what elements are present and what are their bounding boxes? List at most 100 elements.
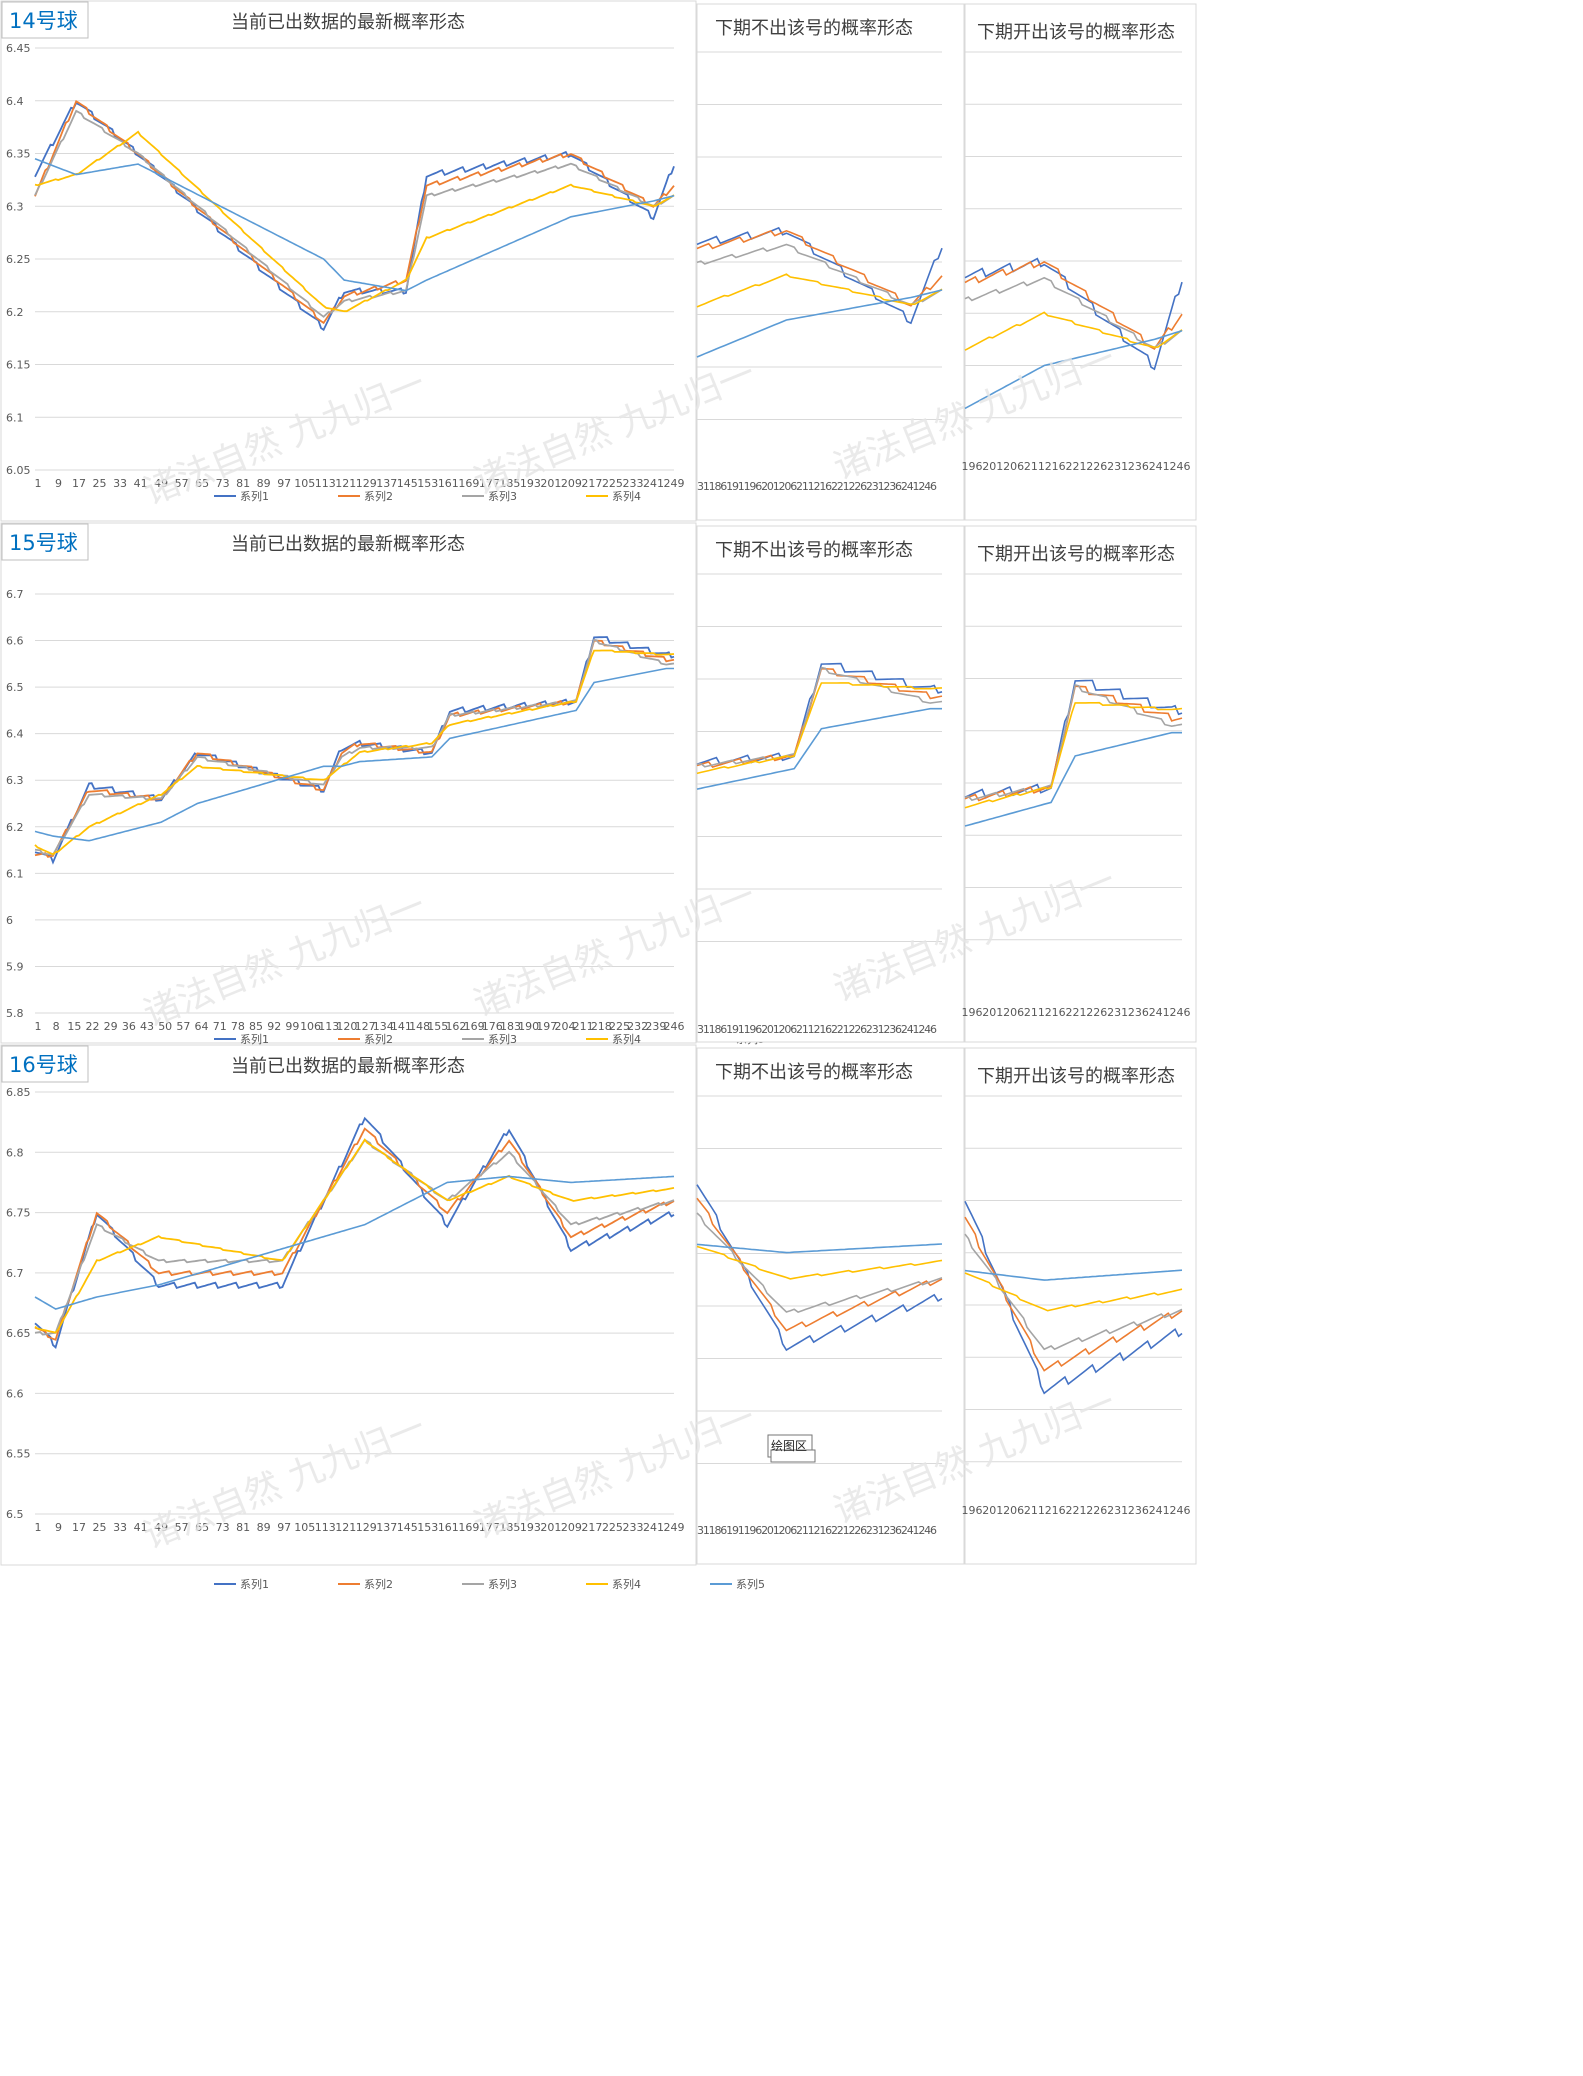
y-tick-label: 5.9: [6, 960, 24, 973]
x-tick-label: 193: [520, 1521, 541, 1534]
x-tick-label: 169: [464, 1020, 485, 1033]
chart-row-3: 16号球 当前已出数据的最新概率形态 6.85 6.8 6.75 6.7 6.65 6.6 6.…: [0, 1044, 1197, 1591]
mid-x-tick-labels: 3118619119620120621121622122623123624124…: [697, 1023, 937, 1036]
y-tick-label: 6.6: [6, 1387, 24, 1400]
right-x-tick-label: 226: [1086, 1504, 1107, 1517]
x-tick-label: 204: [554, 1020, 575, 1033]
x-tick-label: 85: [249, 1020, 263, 1033]
x-tick-label: 57: [175, 477, 189, 490]
right-x-tick-label: 216: [1045, 460, 1066, 473]
x-tick-label: 113: [315, 1521, 336, 1534]
right-x-tick-label: 196: [962, 1006, 983, 1019]
x-tick-label: 106: [300, 1020, 321, 1033]
mid-series-line-4: [696, 682, 943, 775]
mid-chart-title: 下期不出该号的概率形态: [715, 540, 913, 561]
y-tick-label: 6: [6, 914, 13, 927]
right-x-tick-label: 226: [1086, 460, 1107, 473]
legend-label-1: 系列1: [240, 1577, 269, 1591]
x-tick-label: 241: [643, 1521, 664, 1534]
x-tick-label: 176: [482, 1020, 503, 1033]
y-tick-label: 6.5: [6, 681, 24, 694]
x-tick-label: 33: [113, 477, 127, 490]
main-chart-frame: [0, 522, 697, 1044]
right-series-line-1: [964, 257, 1183, 371]
legend-label-1: 系列1: [240, 489, 269, 503]
x-tick-label: 64: [195, 1020, 209, 1033]
y-tick-label: 6.35: [6, 148, 31, 161]
x-tick-label: 65: [195, 1521, 209, 1534]
x-tick-label: 141: [391, 1020, 412, 1033]
x-tick-label: 50: [158, 1020, 172, 1033]
x-tick-label: 97: [277, 1521, 291, 1534]
right-x-tick-label: 231: [1107, 1504, 1128, 1517]
mid-series-line-5: [696, 1243, 943, 1254]
right-series-line-5: [964, 1269, 1183, 1281]
main-chart-frame: [0, 0, 697, 522]
x-tick-label: 121: [335, 477, 356, 490]
right-x-tick-label: 201: [982, 460, 1003, 473]
tooltip-shadow: [770, 1449, 816, 1463]
legend-label-3: 系列3: [488, 1032, 517, 1046]
x-tick-label: 78: [231, 1020, 245, 1033]
x-tick-label: 71: [213, 1020, 227, 1033]
x-tick-label: 209: [561, 477, 582, 490]
x-tick-label: 22: [86, 1020, 100, 1033]
mid-series-line-4: [696, 273, 943, 308]
y-tick-label: 6.85: [6, 1086, 31, 1099]
series-line-5: [34, 158, 675, 292]
right-series-line-5: [964, 731, 1182, 827]
right-x-tick-label: 196: [962, 460, 983, 473]
mid-chart-title: 下期不出该号的概率形态: [715, 1062, 913, 1083]
x-tick-label: 218: [591, 1020, 612, 1033]
x-tick-label: 113: [315, 477, 336, 490]
y-tick-label: 6.65: [6, 1327, 31, 1340]
x-tick-label: 49: [154, 477, 168, 490]
x-tick-label: 89: [257, 1521, 271, 1534]
x-tick-label: 97: [277, 477, 291, 490]
x-tick-label: 201: [540, 477, 561, 490]
legend-label-2: 系列2: [364, 1032, 393, 1046]
legend-label-4: 系列4: [612, 489, 641, 503]
right-series-line-3: [964, 684, 1183, 802]
right-x-tick-label: 241: [1149, 1006, 1170, 1019]
right-x-tick-label: 196: [962, 1504, 983, 1517]
x-tick-label: 209: [561, 1521, 582, 1534]
x-tick-label: 239: [645, 1020, 666, 1033]
legend-label-4: 系列4: [612, 1032, 641, 1046]
x-tick-label: 232: [627, 1020, 648, 1033]
y-tick-label: 6.2: [6, 306, 24, 319]
x-tick-label: 155: [427, 1020, 448, 1033]
x-tick-label: 8: [53, 1020, 60, 1033]
mid-x-tick-labels: 3118619119620120621121622122623123624124…: [697, 480, 937, 493]
right-x-tick-label: 221: [1066, 1006, 1087, 1019]
y-tick-label: 6.7: [6, 588, 24, 601]
x-tick-label: 49: [154, 1521, 168, 1534]
x-tick-label: 129: [356, 477, 377, 490]
right-x-tick-label: 211: [1024, 1006, 1045, 1019]
x-tick-label: 190: [518, 1020, 539, 1033]
series-line-5: [34, 667, 674, 842]
x-tick-label: 9: [55, 1521, 62, 1534]
x-tick-label: 217: [581, 1521, 602, 1534]
x-tick-label: 73: [216, 1521, 230, 1534]
x-tick-label: 105: [294, 1521, 315, 1534]
mid-series-line-4: [696, 1245, 943, 1280]
x-tick-label: 81: [236, 477, 250, 490]
legend-label-3: 系列3: [488, 1577, 517, 1591]
x-tick-label: 197: [536, 1020, 557, 1033]
y-tick-label: 6.1: [6, 411, 24, 424]
x-tick-label: 113: [318, 1020, 339, 1033]
x-tick-label: 17: [72, 1521, 86, 1534]
y-tick-label: 6.3: [6, 774, 24, 787]
x-tick-label: 246: [664, 1020, 685, 1033]
x-tick-label: 249: [664, 1521, 685, 1534]
main-chart-frame: [0, 1044, 697, 1566]
legend-label-4: 系列4: [612, 1577, 641, 1591]
x-tick-label: 81: [236, 1521, 250, 1534]
x-tick-label: 121: [335, 1521, 356, 1534]
ball-label: 16号球: [9, 1053, 78, 1077]
tooltip-text: 绘图区: [771, 1438, 807, 1453]
x-tick-label: 15: [67, 1020, 81, 1033]
x-tick-label: 137: [376, 477, 397, 490]
